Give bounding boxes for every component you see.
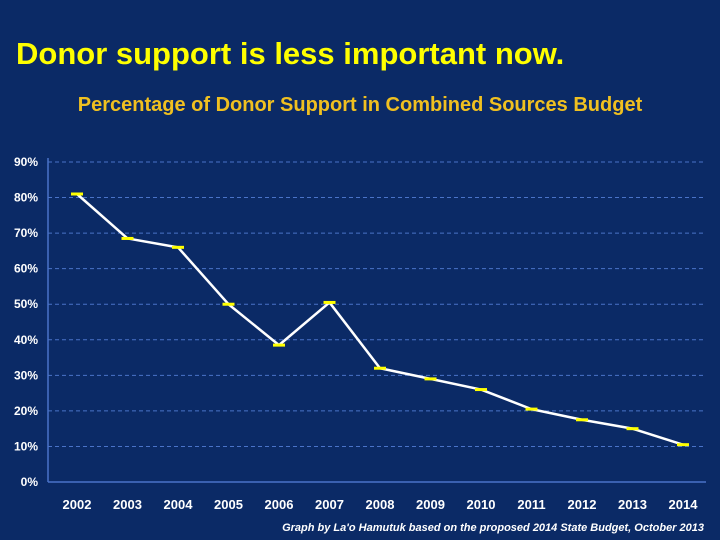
gridlines [48,161,706,447]
x-tick-label: 2014 [669,497,699,512]
x-tick-label: 2013 [618,497,647,512]
y-tick-label: 60% [14,262,38,276]
x-tick-label: 2005 [214,497,243,512]
axes [47,158,706,483]
y-tick-label: 80% [14,191,38,205]
slide-title: Donor support is less important now. [16,36,565,71]
x-tick-label: 2011 [517,497,545,512]
x-tick-label: 2008 [366,497,395,512]
x-axis-tick-labels: 2002 2003 2004 2005 2006 2007 2008 2009 2010 2011… [63,497,699,512]
y-axis-tick-labels: 0% 10% 20% 30% 40% 50% 60% 70% 80% 90% [14,155,38,489]
y-tick-label: 40% [14,333,38,347]
x-tick-label: 2002 [63,497,92,512]
x-tick-label: 2003 [113,497,142,512]
y-tick-label: 70% [14,226,38,240]
y-tick-label: 50% [14,297,38,311]
y-tick-label: 90% [14,155,38,169]
x-tick-label: 2009 [416,497,445,512]
y-tick-label: 30% [14,368,38,382]
x-tick-label: 2007 [315,497,344,512]
x-tick-label: 2012 [568,497,597,512]
source-credit: Graph by La'o Hamutuk based on the propo… [282,522,704,534]
series-line [76,193,684,446]
x-tick-label: 2010 [467,497,496,512]
x-tick-label: 2004 [164,497,194,512]
chart-title: Percentage of Donor Support in Combined … [77,94,643,116]
series [76,193,684,446]
y-tick-label: 20% [14,404,38,418]
data-markers [71,192,689,447]
y-tick-label: 10% [14,439,38,453]
x-tick-label: 2006 [265,497,294,512]
y-tick-label: 0% [21,475,39,489]
